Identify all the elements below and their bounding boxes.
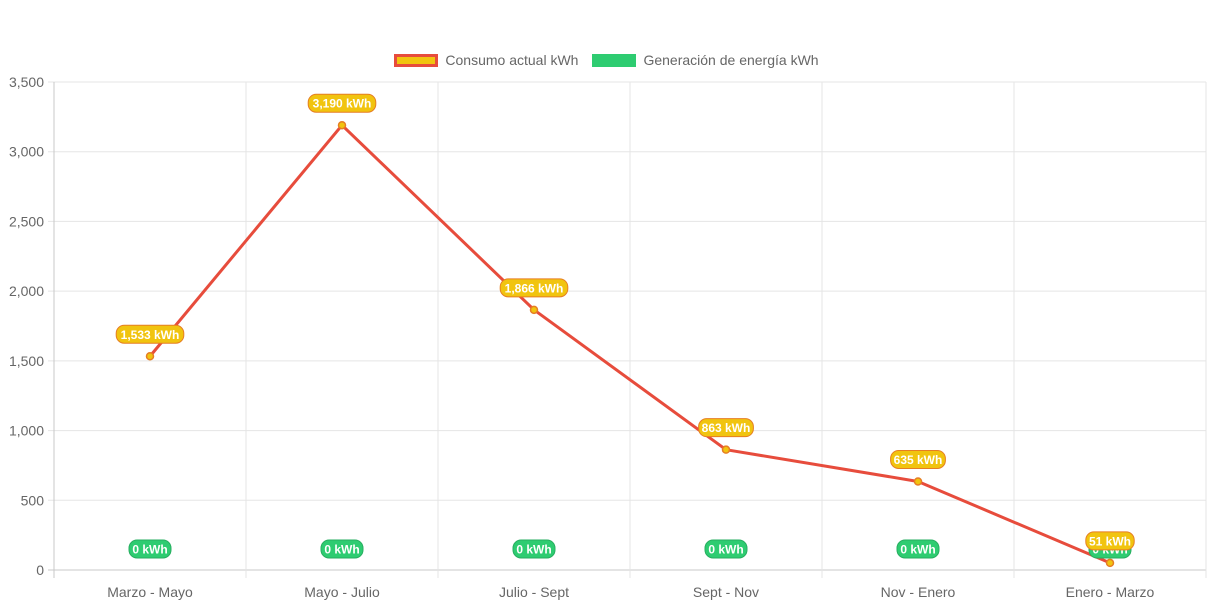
y-tick-label: 3,500 (9, 74, 44, 90)
data-point-consumo (337, 120, 347, 130)
data-label-generacion: 0 kWh (132, 543, 167, 557)
x-tick-label: Marzo - Mayo (107, 584, 193, 600)
x-tick-label: Nov - Enero (881, 584, 956, 600)
data-label-generacion-bg (704, 539, 748, 559)
x-tick-label: Sept - Nov (693, 584, 759, 600)
x-tick-label: Mayo - Julio (304, 584, 380, 600)
data-label-consumo: 863 kWh (702, 421, 751, 435)
y-tick-label: 1,500 (9, 353, 44, 369)
data-point-consumo (913, 477, 923, 486)
data-label-generacion-bg (320, 539, 364, 559)
y-tick-label: 3,000 (9, 144, 44, 160)
data-label-consumo: 51 kWh (1089, 534, 1131, 548)
data-label-consumo: 1,533 kWh (121, 328, 180, 342)
data-point-consumo (145, 352, 155, 361)
data-label-generacion: 0 kWh (324, 543, 359, 557)
data-label-consumo: 3,190 kWh (313, 97, 372, 111)
data-label-generacion: 0 kWh (900, 543, 935, 557)
legend-label-generacion: Generación de energía kWh (643, 52, 819, 68)
y-tick-label: 2,000 (9, 283, 44, 299)
data-label-generacion-bg (896, 539, 940, 559)
series-line-consumo (148, 123, 1111, 565)
y-tick-label: 500 (21, 492, 45, 508)
x-tick-label: Enero - Marzo (1066, 584, 1155, 600)
data-label-consumo-bg (307, 93, 377, 113)
chart-legend: Consumo actual kWh Generación de energía… (0, 52, 1213, 68)
y-tick-label: 2,500 (9, 213, 44, 229)
data-point-consumo (721, 445, 731, 454)
data-label-consumo: 1,866 kWh (505, 281, 564, 295)
data-point-consumo (529, 305, 539, 315)
y-tick-label: 0 (36, 562, 44, 578)
legend-item-generacion[interactable]: Generación de energía kWh (592, 52, 819, 68)
data-label-consumo-bg (890, 449, 946, 469)
legend-label-consumo: Consumo actual kWh (445, 52, 579, 68)
legend-swatch-generacion (592, 53, 637, 67)
x-tick-label: Julio - Sept (499, 584, 569, 600)
data-label-consumo-bg (499, 278, 569, 298)
data-label-generacion-bg (128, 539, 172, 559)
data-label-consumo-bg (1085, 531, 1135, 551)
data-point-consumo (1105, 558, 1115, 568)
data-label-consumo: 635 kWh (894, 453, 943, 467)
data-label-consumo-bg (115, 324, 185, 344)
legend-item-consumo[interactable]: Consumo actual kWh (394, 52, 578, 68)
data-label-generacion-bg (512, 539, 556, 559)
data-label-generacion: 0 kWh (516, 543, 551, 557)
y-tick-label: 1,000 (9, 423, 44, 439)
legend-swatch-consumo (394, 53, 439, 67)
data-label-consumo-bg (698, 418, 754, 438)
data-label-generacion: 0 kWh (708, 543, 743, 557)
